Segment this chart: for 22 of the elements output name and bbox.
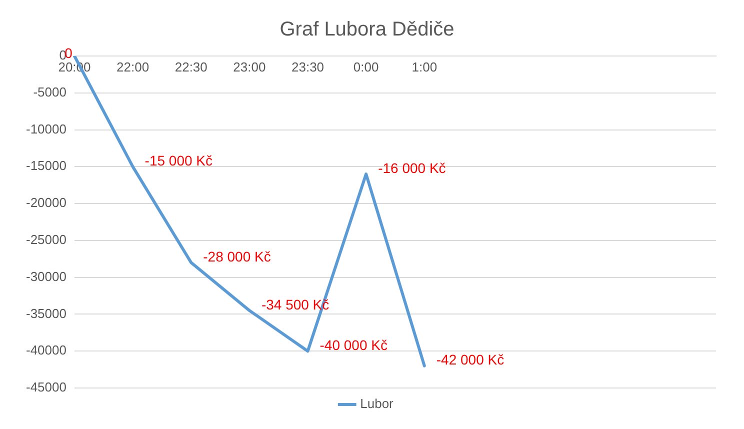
data-label: -40 000 Kč [320, 336, 388, 353]
data-label: -16 000 Kč [378, 160, 446, 176]
y-tick-label: -5000 [33, 84, 66, 100]
data-label: -42 000 Kč [436, 352, 504, 368]
y-tick-label: -35000 [26, 306, 66, 321]
x-tick-label: 22:30 [174, 59, 208, 74]
y-tick-label: -45000 [26, 380, 66, 395]
data-label: -28 000 Kč [203, 248, 271, 264]
y-tick-label: -10000 [26, 121, 66, 136]
x-tick-label: 0:00 [353, 59, 379, 74]
data-label: -15 000 Kč [144, 152, 213, 169]
x-tick-label: 22:00 [116, 59, 150, 74]
y-tick-label: -25000 [26, 232, 66, 248]
chart-title: Graf Lubora Dědiče [280, 18, 454, 41]
y-tick-label: -20000 [26, 195, 66, 210]
x-tick-label: 23:00 [233, 59, 266, 74]
y-tick-label: -15000 [26, 158, 66, 174]
legend-label: Lubor [360, 396, 394, 412]
y-tick-label: -30000 [26, 268, 66, 284]
x-tick-label: 23:30 [291, 59, 324, 74]
x-tick-label: 1:00 [412, 59, 438, 74]
y-tick-label: -40000 [26, 342, 66, 358]
